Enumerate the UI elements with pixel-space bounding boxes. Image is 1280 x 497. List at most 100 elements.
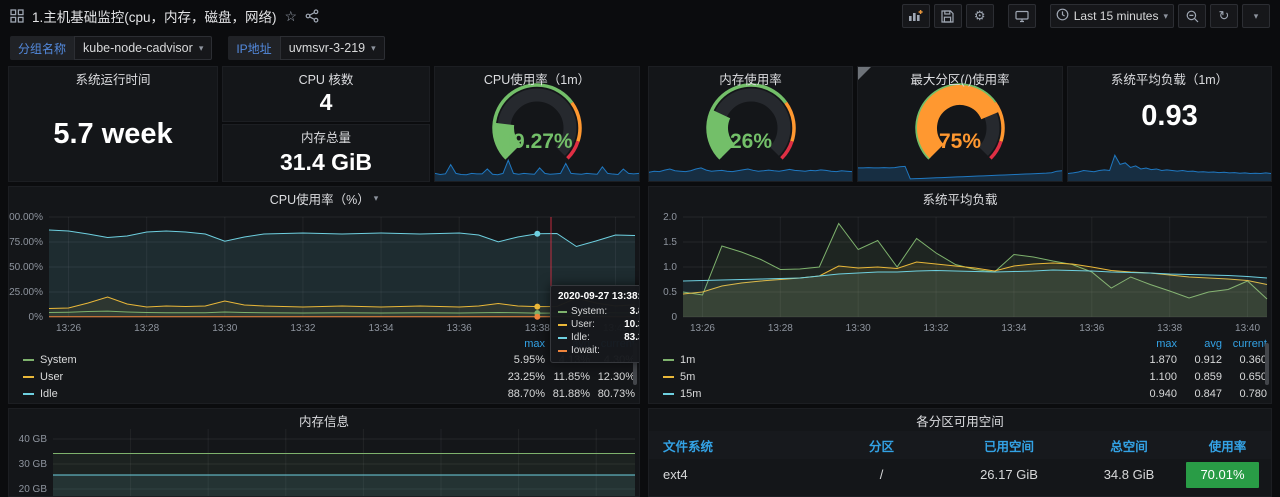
tooltip-series-name: Idle:	[571, 332, 590, 343]
refresh-interval-caret[interactable]: ▾	[1242, 4, 1270, 28]
panel-title[interactable]: 内存信息	[298, 414, 349, 429]
series-color-dash	[663, 375, 674, 378]
tooltip-series-value: 3.85%	[629, 306, 639, 317]
filter-0: 分组名称 kube-node-cadvisor ▾	[10, 36, 213, 60]
cycle-view-button[interactable]	[1007, 4, 1036, 28]
series-name[interactable]: Idle	[40, 387, 58, 400]
series-color-dash	[23, 375, 34, 378]
mem-info-plot[interactable]: 40 GB 30 GB 20 GB	[9, 409, 639, 496]
series-color-dash	[558, 323, 567, 326]
table-header-3[interactable]: 总空间	[1110, 439, 1148, 454]
panel-title[interactable]: 各分区可用空间	[916, 414, 1004, 429]
svg-text:2.0: 2.0	[663, 212, 677, 223]
add-panel-button[interactable]	[901, 4, 930, 28]
svg-text:13:30: 13:30	[212, 323, 237, 334]
series-name[interactable]: 1m	[680, 353, 696, 366]
svg-text:0%: 0%	[29, 312, 44, 323]
usage-badge: 70.01%	[1186, 461, 1259, 488]
zoom-out-button[interactable]	[1178, 4, 1206, 28]
save-dashboard-button[interactable]	[933, 4, 962, 28]
legend-value: 0.859	[1194, 370, 1222, 383]
panel-partition-table: 各分区可用空间 文件系统 分区 已用空间 总空间 使用率 ext4 / 26.17 GiB 34…	[648, 408, 1272, 497]
tooltip-timestamp: 2020-09-27 13:38:00	[558, 291, 640, 302]
share-icon[interactable]	[305, 9, 319, 23]
svg-text:40 GB: 40 GB	[19, 434, 48, 445]
legend-row-User: User 23.25% 11.85% 12.30%	[9, 368, 635, 385]
svg-text:13:32: 13:32	[924, 323, 949, 334]
disk-usage-gauge: 75%	[858, 83, 1062, 160]
filter-1: IP地址 uvmsvr-3-219 ▾	[228, 36, 385, 60]
dashboard-grid-icon[interactable]	[10, 9, 24, 23]
clock-icon	[1056, 8, 1069, 24]
legend-value: 11.85%	[553, 370, 591, 383]
series-color-dash	[558, 310, 567, 313]
panel-title[interactable]: 内存使用率	[719, 72, 782, 87]
panel-title[interactable]: CPU使用率（%） ▾	[269, 192, 379, 207]
table-cell: 26.17 GiB	[980, 467, 1038, 482]
time-range-picker[interactable]: Last 15 minutes ▾	[1049, 4, 1174, 28]
tooltip-series-name: User:	[571, 319, 595, 330]
panel-title[interactable]: 内存总量	[300, 130, 351, 145]
legend-col-max[interactable]: max	[1156, 338, 1177, 350]
legend-value: 12.30%	[597, 370, 635, 383]
series-color-dash	[558, 336, 567, 339]
tooltip-series-name: System:	[571, 306, 608, 317]
table-header-1[interactable]: 分区	[868, 439, 894, 454]
filter-label: IP地址	[228, 36, 280, 60]
table-header-2[interactable]: 已用空间	[983, 439, 1034, 454]
panel-mem-usage-gauge: 内存使用率 26%	[648, 66, 853, 182]
series-name[interactable]: 15m	[680, 387, 702, 400]
panel-title[interactable]: CPU使用率（1m）	[483, 72, 591, 87]
panel-title[interactable]: 系统运行时间	[75, 72, 151, 87]
series-color-dash	[663, 358, 674, 361]
dashboard-title[interactable]: 1.主机基础监控(cpu，内存，磁盘，网络)	[32, 10, 277, 25]
legend-col-current[interactable]: current	[1232, 338, 1267, 350]
legend-scrollbar[interactable]	[1265, 343, 1269, 385]
svg-text:13:28: 13:28	[134, 323, 159, 334]
svg-text:20 GB: 20 GB	[19, 484, 48, 495]
refresh-button[interactable]: ↻	[1210, 4, 1238, 28]
table-row: ext4 / 26.17 GiB 34.8 GiB 70.01%	[649, 459, 1271, 490]
legend-value: 1.870	[1149, 353, 1177, 366]
svg-text:50.00%: 50.00%	[9, 262, 43, 273]
svg-text:0: 0	[671, 312, 677, 323]
filter-value-dropdown[interactable]: kube-node-cadvisor ▾	[74, 36, 213, 60]
svg-text:13:26: 13:26	[56, 323, 81, 334]
legend-value: 0.780	[1239, 387, 1267, 400]
legend-col-avg[interactable]: avg	[1204, 338, 1222, 350]
svg-text:25.00%: 25.00%	[9, 287, 43, 298]
filter-label: 分组名称	[10, 36, 75, 60]
load-plot[interactable]: 13:26 13:28 13:30 13:32 13:34 13:36 13:38 13:40…	[649, 187, 1271, 342]
tooltip-series-name: Iowait:	[571, 345, 600, 356]
load-1m-sparkline	[1068, 145, 1271, 181]
table-header-0[interactable]: 文件系统	[663, 439, 714, 454]
series-name[interactable]: System	[40, 353, 77, 366]
legend-scrollbar[interactable]	[633, 343, 637, 385]
template-variables: 分组名称 kube-node-cadvisor ▾ IP地址 uvmsvr-3-219 ▾	[10, 36, 385, 60]
legend-header: max avg current	[649, 337, 1267, 351]
table-header-4[interactable]: 使用率	[1208, 439, 1247, 454]
mem-usage-gauge: 26%	[649, 83, 852, 160]
tooltip-row: Iowait:0%	[558, 344, 639, 357]
svg-text:13:36: 13:36	[447, 323, 472, 334]
star-icon[interactable]: ☆	[284, 7, 298, 24]
series-name[interactable]: 5m	[680, 370, 696, 383]
dashboard-settings-button[interactable]: ⚙	[965, 4, 994, 28]
uptime-value: 5.7 week	[53, 117, 173, 150]
legend-row-1m: 1m 1.870 0.912 0.360	[649, 351, 1267, 368]
panel-cpu-cores: CPU 核数 4	[222, 66, 430, 122]
panel-title[interactable]: 最大分区(/)使用率	[910, 72, 1010, 87]
panel-title[interactable]: 系统平均负载（1m）	[1110, 72, 1229, 87]
svg-text:13:26: 13:26	[690, 323, 715, 334]
legend-row-15m: 15m 0.940 0.847 0.780	[649, 385, 1267, 402]
series-name[interactable]: User	[40, 370, 64, 383]
tooltip-row: System: 3.85%	[558, 305, 639, 318]
filter-value-dropdown[interactable]: uvmsvr-3-219 ▾	[279, 36, 385, 60]
cpu-usage-plot[interactable]: 13:2613:2813:3013:3213:3413:3613:3813:40…	[9, 187, 639, 342]
legend-value: 0.847	[1194, 387, 1222, 400]
panel-info-corner[interactable]	[858, 67, 871, 80]
panel-title[interactable]: CPU 核数	[298, 72, 354, 87]
panel-title[interactable]: 系统平均负载	[922, 192, 998, 207]
legend-col-max[interactable]: max	[524, 338, 545, 350]
